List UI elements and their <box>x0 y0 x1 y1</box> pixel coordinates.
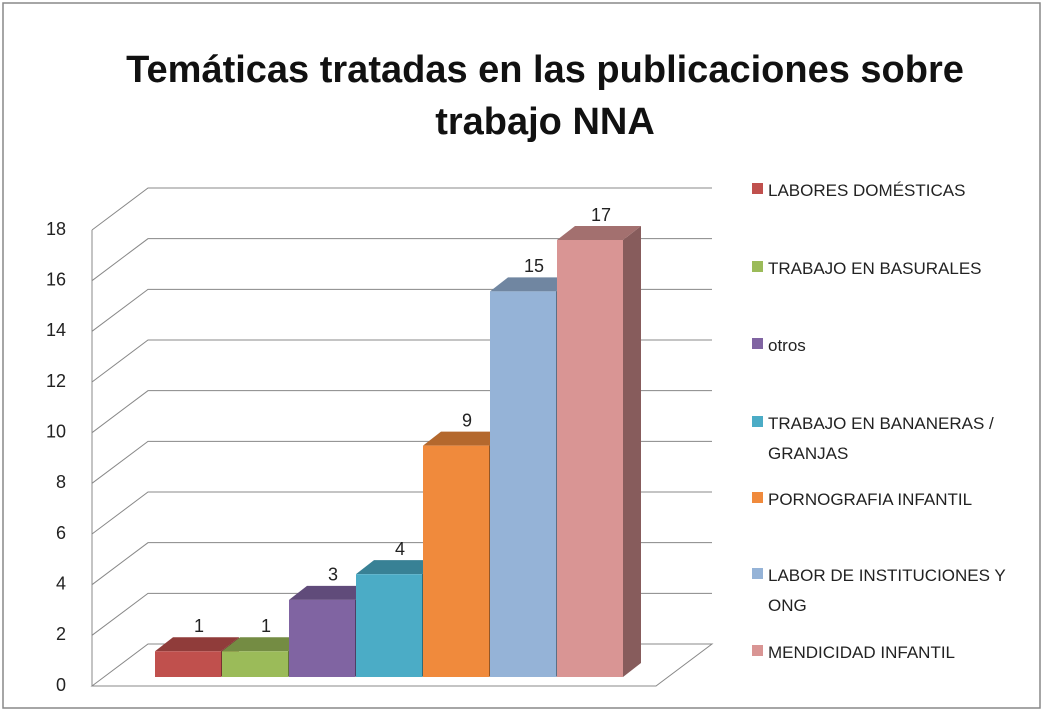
legend-label: LABOR DE INSTITUCIONES Y ONG <box>768 566 1006 615</box>
bar <box>423 445 489 677</box>
bar-top <box>557 226 641 240</box>
value-label: 9 <box>462 410 472 430</box>
bar-top <box>222 637 306 652</box>
bar-top <box>155 637 239 652</box>
legend-swatch <box>752 645 763 656</box>
y-tick-label: 16 <box>46 269 66 289</box>
chart-title: Temáticas tratadas en las publicaciones … <box>126 49 964 143</box>
value-label: 17 <box>591 205 611 225</box>
bar <box>356 574 422 677</box>
bar <box>557 240 623 677</box>
bar-top <box>490 277 574 292</box>
bar <box>490 291 556 677</box>
legend-swatch <box>752 183 763 194</box>
legend-label: TRABAJO EN BASURALES <box>768 259 982 278</box>
y-tick-label: 18 <box>46 219 66 239</box>
y-tick-label: 4 <box>56 573 66 593</box>
legend-swatch <box>752 338 763 349</box>
grid-line <box>91 238 712 282</box>
y-tick-label: 8 <box>56 472 66 492</box>
y-tick-label: 14 <box>46 320 66 340</box>
value-label: 1 <box>194 616 204 636</box>
y-tick-label: 12 <box>46 371 66 391</box>
value-label: 3 <box>328 565 338 585</box>
value-label: 15 <box>524 256 544 276</box>
bar-top <box>356 560 440 575</box>
y-tick-label: 6 <box>56 523 66 543</box>
bar <box>289 599 355 677</box>
value-label: 4 <box>395 539 405 559</box>
y-tick-label: 10 <box>46 421 66 441</box>
grid-line <box>91 187 712 231</box>
bar-top <box>423 431 507 446</box>
legend-label: MENDICIDAD INFANTIL <box>768 643 956 662</box>
legend-label: TRABAJO EN BANANERAS / GRANJAS <box>768 414 994 463</box>
floor <box>90 643 714 687</box>
bar-side <box>623 226 641 677</box>
bar-top <box>289 585 373 600</box>
y-tick-label: 2 <box>56 624 66 644</box>
legend-swatch <box>752 416 763 427</box>
bar <box>155 651 221 677</box>
legend-swatch <box>752 492 763 503</box>
legend-swatch <box>752 261 763 272</box>
y-tick-label: 0 <box>56 675 66 695</box>
value-label: 1 <box>261 616 271 636</box>
legend-label: otros <box>768 336 806 355</box>
legend-swatch <box>752 568 763 579</box>
legend-label: LABORES DOMÉSTICAS <box>768 181 966 200</box>
legend-label: PORNOGRAFIA INFANTIL <box>768 490 973 509</box>
bar <box>222 651 288 677</box>
